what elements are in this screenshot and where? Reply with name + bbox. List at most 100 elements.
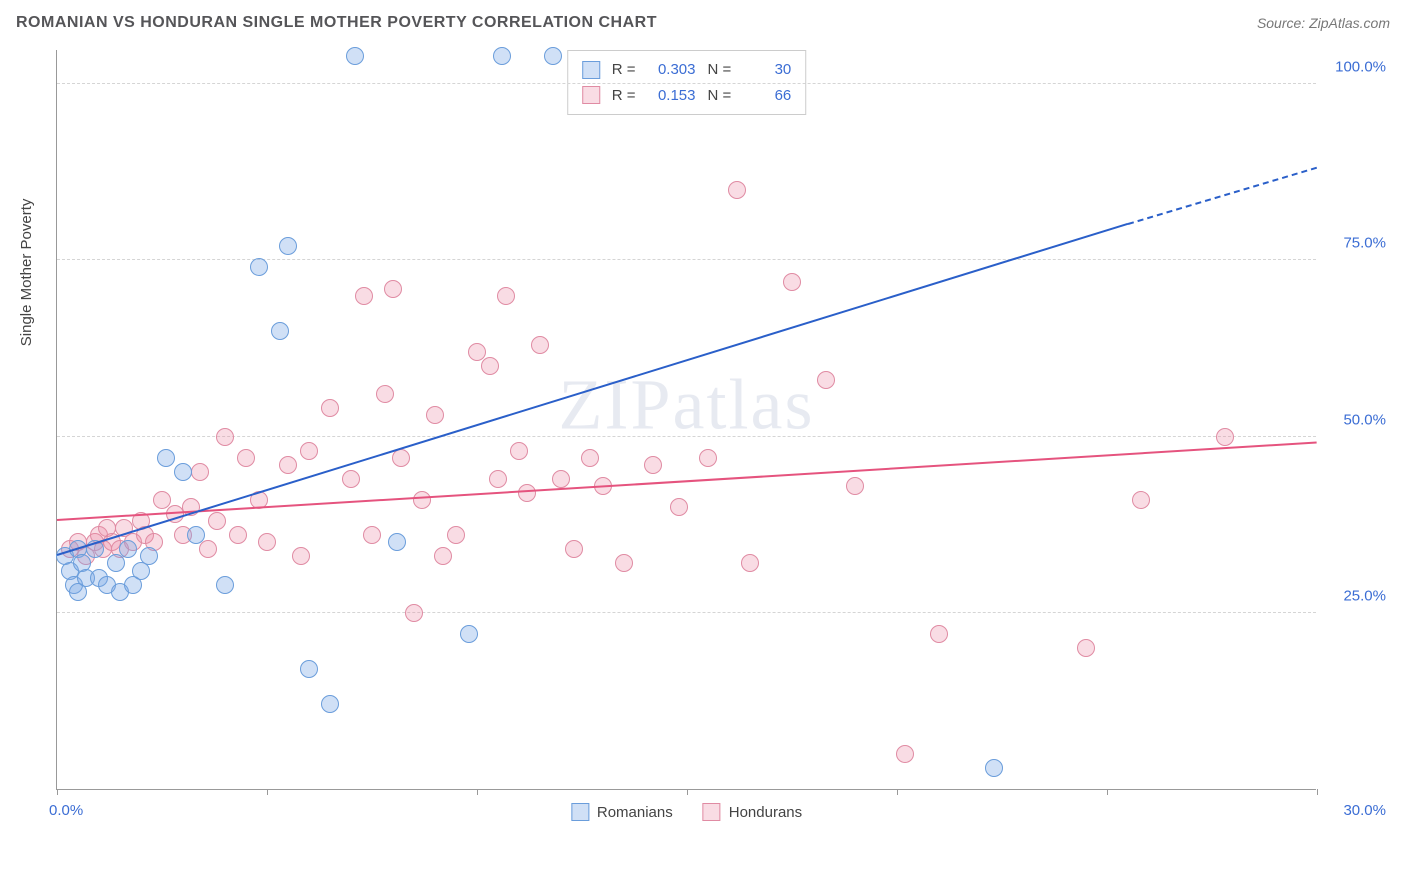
swatch-series-a-icon (571, 803, 589, 821)
scatter-point-a (460, 625, 478, 643)
y-tick-label: 50.0% (1326, 411, 1386, 428)
scatter-point-b (191, 463, 209, 481)
scatter-point-b (581, 449, 599, 467)
scatter-point-a (493, 47, 511, 65)
scatter-point-a (279, 237, 297, 255)
scatter-point-b (216, 428, 234, 446)
scatter-point-b (481, 357, 499, 375)
scatter-point-a (300, 660, 318, 678)
scatter-point-b (846, 477, 864, 495)
scatter-point-a (985, 759, 1003, 777)
scatter-point-b (413, 491, 431, 509)
legend-item-b: Hondurans (703, 803, 802, 821)
x-tick (57, 789, 58, 795)
scatter-point-b (644, 456, 662, 474)
scatter-point-a (119, 540, 137, 558)
swatch-series-b-icon (582, 86, 600, 104)
scatter-point-b (279, 456, 297, 474)
scatter-point-a (140, 547, 158, 565)
grid-line (57, 612, 1316, 613)
scatter-point-b (342, 470, 360, 488)
scatter-point-a (157, 449, 175, 467)
chart-source: Source: ZipAtlas.com (1257, 15, 1390, 31)
stats-row-b: R = 0.153 N = 66 (582, 83, 792, 109)
trend-line-a-extrapolated (1128, 167, 1318, 225)
scatter-point-a (346, 47, 364, 65)
scatter-point-b (615, 554, 633, 572)
scatter-point-b (405, 604, 423, 622)
watermark-text: ZIPatlas (559, 363, 815, 446)
scatter-point-a (271, 322, 289, 340)
x-tick (687, 789, 688, 795)
scatter-point-b (208, 512, 226, 530)
n-label: N = (708, 57, 732, 83)
scatter-point-b (447, 526, 465, 544)
scatter-point-a (107, 554, 125, 572)
r-label: R = (612, 57, 636, 83)
scatter-point-a (321, 695, 339, 713)
scatter-point-a (250, 258, 268, 276)
scatter-point-b (510, 442, 528, 460)
x-tick (477, 789, 478, 795)
scatter-point-b (783, 273, 801, 291)
n-label: N = (708, 83, 732, 109)
grid-line (57, 436, 1316, 437)
stats-row-a: R = 0.303 N = 30 (582, 57, 792, 83)
swatch-series-a-icon (582, 61, 600, 79)
scatter-point-a (174, 463, 192, 481)
grid-line (57, 259, 1316, 260)
swatch-series-b-icon (703, 803, 721, 821)
scatter-point-b (237, 449, 255, 467)
r-value-a: 0.303 (648, 57, 696, 83)
scatter-point-b (741, 554, 759, 572)
scatter-point-b (497, 287, 515, 305)
scatter-point-a (544, 47, 562, 65)
source-name: ZipAtlas.com (1309, 15, 1390, 31)
trend-line-a (57, 223, 1129, 556)
scatter-point-a (216, 576, 234, 594)
scatter-point-b (300, 442, 318, 460)
legend-label-a: Romanians (597, 804, 673, 821)
scatter-point-b (1077, 639, 1095, 657)
legend-label-b: Hondurans (729, 804, 802, 821)
scatter-point-b (565, 540, 583, 558)
source-prefix: Source: (1257, 15, 1309, 31)
scatter-point-b (489, 470, 507, 488)
x-tick (1317, 789, 1318, 795)
x-tick (267, 789, 268, 795)
scatter-point-b (258, 533, 276, 551)
n-value-b: 66 (743, 83, 791, 109)
chart-header: ROMANIAN VS HONDURAN SINGLE MOTHER POVER… (16, 14, 1390, 32)
scatter-point-b (930, 625, 948, 643)
scatter-point-b (355, 287, 373, 305)
scatter-point-b (321, 399, 339, 417)
chart-title: ROMANIAN VS HONDURAN SINGLE MOTHER POVER… (16, 14, 657, 32)
scatter-point-b (292, 547, 310, 565)
r-value-b: 0.153 (648, 83, 696, 109)
scatter-point-b (728, 181, 746, 199)
scatter-point-b (1216, 428, 1234, 446)
grid-line (57, 83, 1316, 84)
n-value-a: 30 (743, 57, 791, 83)
scatter-point-b (384, 280, 402, 298)
scatter-point-b (552, 470, 570, 488)
x-axis-max-label: 30.0% (1343, 802, 1386, 819)
scatter-point-b (434, 547, 452, 565)
y-tick-label: 75.0% (1326, 235, 1386, 252)
scatter-point-b (363, 526, 381, 544)
scatter-point-b (896, 745, 914, 763)
scatter-point-a (388, 533, 406, 551)
scatter-point-b (1132, 491, 1150, 509)
scatter-point-b (199, 540, 217, 558)
scatter-point-b (426, 406, 444, 424)
x-axis-min-label: 0.0% (49, 802, 83, 819)
x-tick (1107, 789, 1108, 795)
scatter-point-b (229, 526, 247, 544)
y-tick-label: 25.0% (1326, 587, 1386, 604)
scatter-point-b (670, 498, 688, 516)
y-axis-title: Single Mother Poverty (18, 199, 35, 347)
scatter-point-b (699, 449, 717, 467)
scatter-point-a (187, 526, 205, 544)
scatter-point-a (69, 583, 87, 601)
scatter-point-b (531, 336, 549, 354)
